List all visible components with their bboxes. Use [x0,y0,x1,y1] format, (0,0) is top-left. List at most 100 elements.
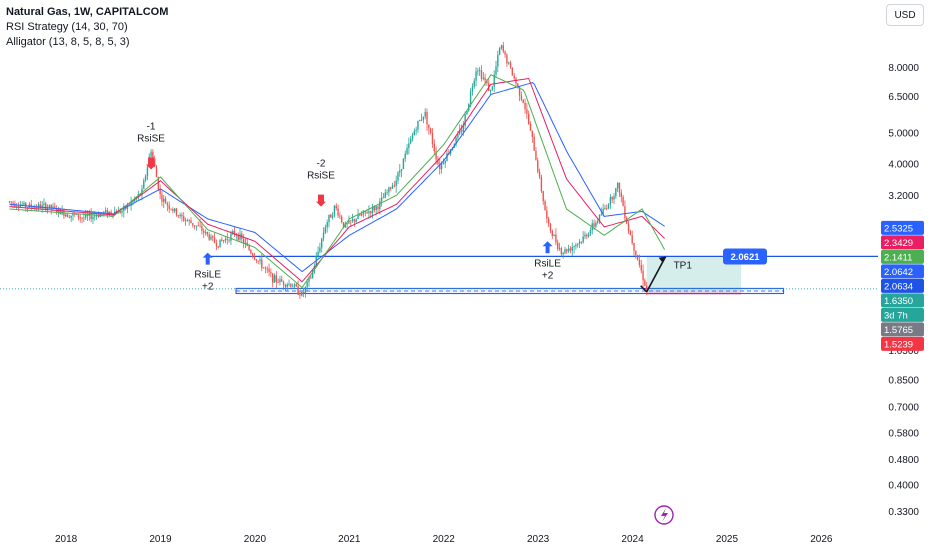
candle-body [97,215,100,217]
candle-body [517,83,519,87]
candle-body [92,216,94,220]
candle-body [618,183,621,193]
lightning-icon[interactable] [654,505,674,525]
candle-body [636,255,639,261]
candle-body [370,211,372,214]
candle-body [282,281,285,286]
candle-body [164,198,167,204]
candle-body [411,135,414,140]
candle-body [210,236,212,240]
candle-body [183,216,185,221]
candle-body [464,114,466,126]
candle-body [404,153,406,159]
long-signal-arrow-2 [202,252,213,265]
candle-body [513,75,515,79]
legend-strategy[interactable]: RSI Strategy (14, 30, 70) [6,21,128,33]
candle-body [293,284,296,287]
target-value-text: 2.0621 [730,252,760,263]
candle-body [504,51,506,55]
candle-body [181,214,183,217]
candle-body [473,80,475,87]
candle-body [359,214,361,216]
price-tag-1 [881,235,924,250]
alligator-indicator [9,74,666,289]
candle-body [558,248,561,250]
candle-body [587,234,590,237]
price-tick-label: 4.0000 [888,160,919,171]
candle-body [297,286,299,295]
candle-body [495,66,497,75]
candle-body [155,166,158,178]
candle-body [355,219,357,222]
price-projection: TP1 2.0621 [640,248,767,293]
price-tags: 2.5325 2.3429 2.1411 2.0642 2.0634 1.6350 3d 7… [881,220,924,351]
price-tick-label: 3.2000 [888,191,919,202]
legend-symbol[interactable]: Natural Gas, 1W, CAPITALCOM [6,6,169,18]
candle-body [10,201,12,203]
candle-body [215,242,218,247]
candle-body [644,280,646,286]
candle-body [498,47,501,55]
candle-body [555,234,557,243]
candle-body [132,200,134,203]
candle-body [379,201,381,210]
candle-body [557,242,559,250]
candle-body [313,266,316,271]
candle-body [595,222,597,227]
candle-body [170,208,172,210]
candle-body [357,214,359,220]
candle-body [301,292,303,296]
candle-body [469,91,472,104]
candle-body [197,225,199,227]
currency-button[interactable]: USD [886,4,924,26]
price-tick-label: 0.3300 [888,507,919,518]
time-axis[interactable]: 2018 2019 2020 2021 2022 2023 2024 2025 2026 [55,534,833,545]
candle-body [380,197,383,202]
candle-body [328,214,330,223]
legend-indicator[interactable]: Alligator (13, 8, 5, 8, 5, 3) [6,36,130,48]
candle-body [302,292,305,293]
candle-body [121,211,123,213]
candle-body [386,192,388,194]
candle-body [190,220,192,224]
candle-body [330,214,332,218]
candle-body [546,210,548,219]
candle-body [424,112,426,117]
candle-body [275,275,278,282]
candle-body [226,238,229,240]
candle-body [575,244,577,247]
candle-body [602,208,604,215]
candle-body [553,234,555,237]
candle-body [348,220,350,224]
candle-body [442,163,445,165]
candle-body [261,259,263,269]
time-tick-label: 2026 [810,534,833,545]
candle-body [319,247,321,252]
candle-body [143,180,145,189]
projection-arrowhead [658,256,666,263]
price-axis[interactable]: 8.0000 6.5000 5.0000 4.0000 1.0500 0.8500 0.70… [888,63,919,518]
candle-body [230,233,232,241]
candle-body [477,70,479,72]
candle-body [284,285,287,287]
candle-body [538,171,541,177]
candle-body [353,219,356,222]
candle-body [562,253,564,255]
price-tick-label: 0.5800 [888,429,919,440]
candle-body [175,208,178,216]
candle-body [221,239,223,241]
candle-body [339,215,341,217]
candle-body [397,172,399,181]
candle-body [281,279,283,282]
candle-body [208,234,210,240]
candle-body [571,246,573,251]
candle-body [206,231,209,235]
candle-body [409,139,412,144]
candle-body [580,241,583,243]
candle-body [582,236,584,243]
candle-body [119,210,121,213]
candle-body [152,151,154,159]
candle-body [542,191,544,202]
candle-body [435,151,437,160]
